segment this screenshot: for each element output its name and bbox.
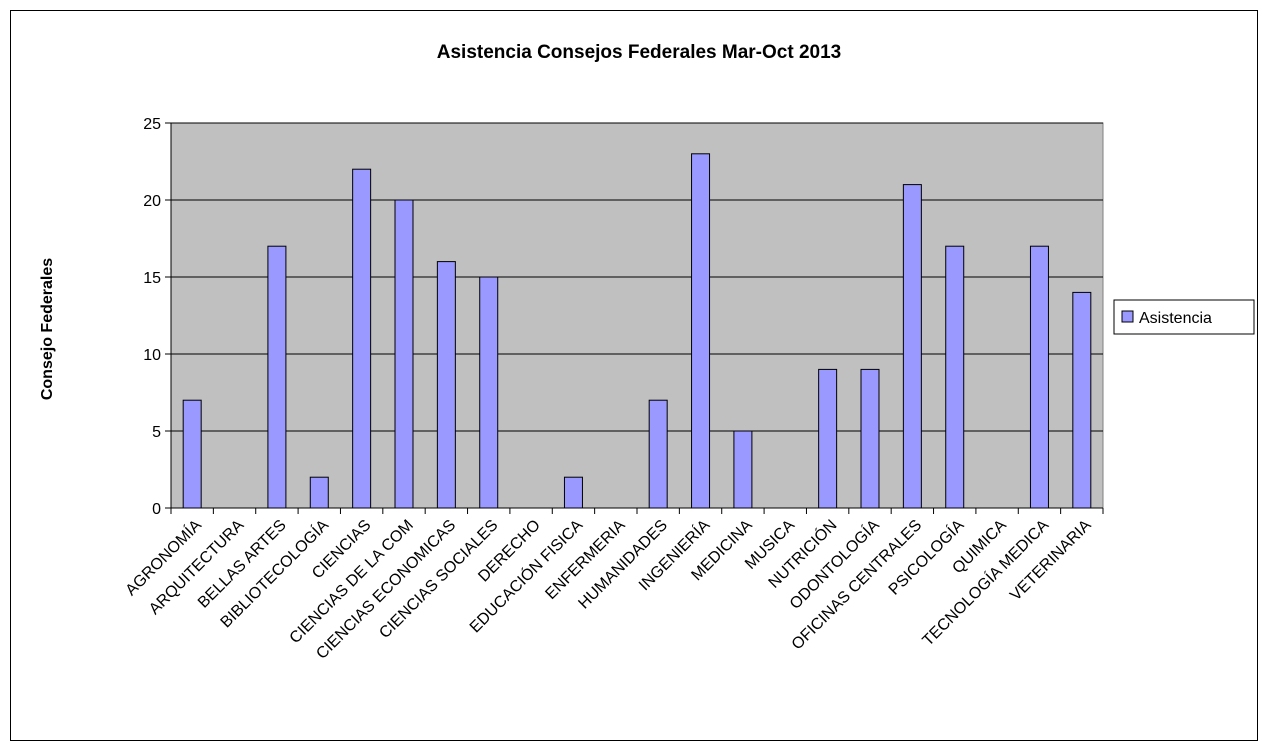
bar xyxy=(902,184,922,509)
legend-box xyxy=(1113,299,1255,335)
legend-label: Asistencia xyxy=(1139,310,1212,327)
x-tick-label: AGRONOMÍA xyxy=(121,515,205,599)
bar xyxy=(394,199,414,509)
bar-chart: Asistencia Consejos Federales Mar-Oct 20… xyxy=(39,42,1255,663)
bar xyxy=(945,245,965,509)
bar xyxy=(818,368,838,509)
y-tick-label: 15 xyxy=(143,270,161,287)
chart-title: Asistencia Consejos Federales Mar-Oct 20… xyxy=(437,42,841,63)
bar xyxy=(860,368,880,509)
bar xyxy=(1072,291,1092,509)
bar xyxy=(182,399,202,509)
y-tick-label: 25 xyxy=(143,116,161,133)
legend-swatch xyxy=(1121,310,1134,323)
bar xyxy=(1029,245,1049,509)
bar xyxy=(648,399,668,509)
chart-frame: Asistencia Consejos Federales Mar-Oct 20… xyxy=(10,10,1258,741)
bar xyxy=(691,153,711,509)
y-tick-label: 20 xyxy=(143,193,161,210)
y-tick-label: 0 xyxy=(152,501,161,518)
y-tick-label: 10 xyxy=(143,347,161,364)
y-axis-label: Consejo Federales xyxy=(39,258,56,400)
bar xyxy=(563,476,583,509)
bar xyxy=(733,430,753,509)
bar xyxy=(267,245,287,509)
bar xyxy=(436,261,456,509)
bar xyxy=(479,276,499,509)
bar xyxy=(309,476,329,509)
bar xyxy=(352,168,372,509)
legend: Asistencia xyxy=(1113,299,1255,335)
y-tick-label: 5 xyxy=(152,424,161,441)
